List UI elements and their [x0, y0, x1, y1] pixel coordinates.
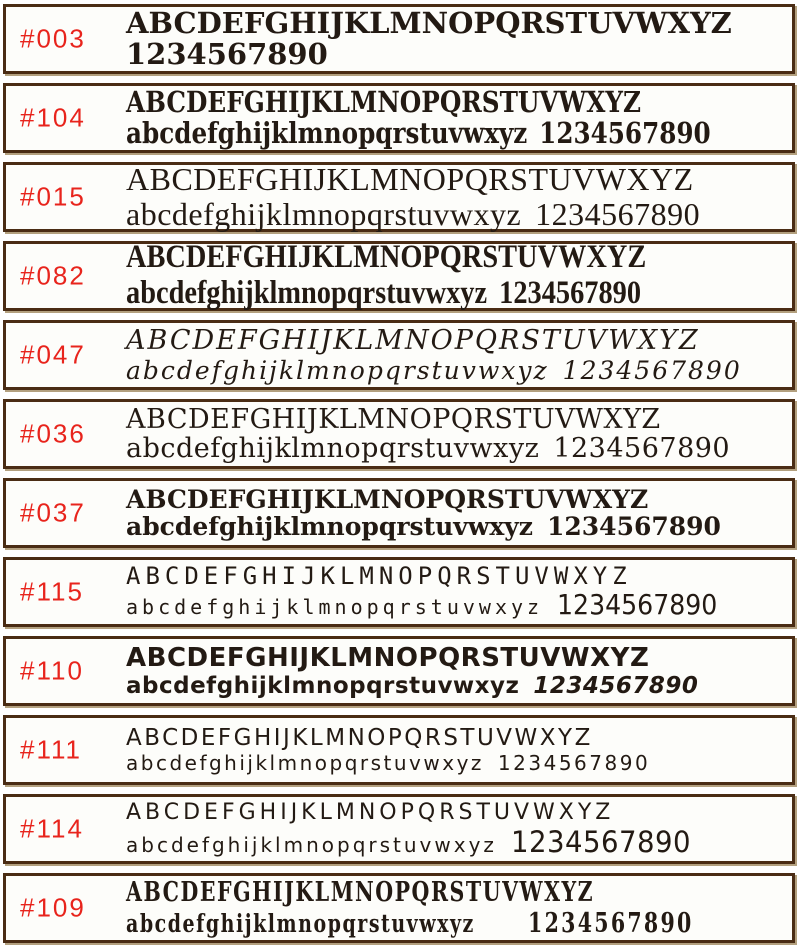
font-specimen: ABCDEFGHIJKLMNOPQRSTUVWXYZ abcdefghijklm…: [126, 725, 650, 775]
font-number-label: #115: [20, 576, 84, 607]
font-number-label: #047: [20, 339, 86, 370]
lowercase-numbers-line: 1234567890: [126, 37, 732, 71]
lowercase-letters: abcdefghijklmnopqrstuvwxyz: [126, 275, 488, 311]
lowercase-numbers-line: abcdefghijklmnopqrstuvwxyz 1234567890: [126, 197, 700, 232]
numerals: 1234567890: [126, 37, 328, 71]
numerals: 1234567890: [553, 433, 731, 464]
lowercase-letters: abcdefghijklmnopqrstuvwxyz: [126, 433, 540, 464]
lowercase-numbers-line: abcdefghijklmnopqrstuvwxyz 1234567890: [126, 908, 694, 939]
numerals: 1234567890: [535, 196, 701, 232]
font-number-label: #110: [20, 655, 84, 686]
numerals: 1234567890: [533, 673, 699, 699]
font-row-003: #003 ABCDEFGHIJKLMNOPQRSTUVWXYZ 12345678…: [3, 4, 795, 74]
uppercase-line: ABCDEFGHIJKLMNOPQRSTUVWXYZ: [126, 325, 700, 356]
font-row-037: #037 ABCDEFGHIJKLMNOPQRSTUVWXYZ abcdefgh…: [3, 478, 795, 548]
font-row-047: #047 ABCDEFGHIJKLMNOPQRSTUVWXYZ abcdefgh…: [3, 320, 795, 390]
numerals: 1234567890: [528, 908, 694, 939]
font-row-114: #114 ABCDEFGHIJKLMNOPQRSTUVWXYZ abcdefgh…: [3, 794, 795, 864]
lowercase-numbers-line: abcdefghijklmnopqrstuvwxyz 1234567890: [126, 825, 700, 859]
numerals: 1234567890: [510, 824, 691, 859]
numerals: 1234567890: [539, 116, 711, 150]
numerals: 1234567890: [499, 275, 642, 311]
font-row-036: #036 ABCDEFGHIJKLMNOPQRSTUVWXYZ abcdefgh…: [3, 399, 795, 469]
uppercase-line: ABCDEFGHIJKLMNOPQRSTUVWXYZ: [126, 485, 649, 514]
uppercase-line: ABCDEFGHIJKLMNOPQRSTUVWXYZ: [126, 5, 732, 40]
uppercase-line: ABCDEFGHIJKLMNOPQRSTUVWXYZ: [126, 84, 641, 119]
uppercase-line: ABCDEFGHIJKLMNOPQRSTUVWXYZ: [126, 643, 650, 673]
uppercase-line: ABCDEFGHIJKLMNOPQRSTUVWXYZ: [126, 239, 647, 276]
lowercase-numbers-line: abcdefghijklmnopqrstuvwxyz 1234567890: [126, 275, 646, 312]
font-row-104: #104 ABCDEFGHIJKLMNOPQRSTUVWXYZ abcdefgh…: [3, 83, 795, 153]
font-specimen: ABCDEFGHIJKLMNOPQRSTUVWXYZ abcdefghijklm…: [126, 84, 711, 150]
font-specimen: ABCDEFGHIJKLMNOPQRSTUVWXYZ 1234567890: [126, 5, 732, 71]
lowercase-numbers-line: abcdefghijklmnopqrstuvwxyz 1234567890: [126, 751, 650, 775]
lowercase-letters: abcdefghijklmnopqrstuvwxyz: [126, 909, 475, 938]
lowercase-numbers-line: abcdefghijklmnopqrstuvwxyz 1234567890: [126, 513, 721, 540]
font-specimen: ABCDEFGHIJKLMNOPQRSTUVWXYZ abcdefghijklm…: [126, 561, 735, 621]
uppercase-line: ABCDEFGHIJKLMNOPQRSTUVWXYZ: [126, 561, 632, 590]
font-number-label: #111: [20, 734, 82, 765]
uppercase-line: ABCDEFGHIJKLMNOPQRSTUVWXYZ: [126, 403, 661, 435]
numerals: 1234567890: [562, 356, 742, 385]
font-specimen: ABCDEFGHIJKLMNOPQRSTUVWXYZ abcdefghijklm…: [126, 405, 730, 463]
font-row-115: #115 ABCDEFGHIJKLMNOPQRSTUVWXYZ abcdefgh…: [3, 557, 795, 627]
lowercase-numbers-line: abcdefghijklmnopqrstuvwxyz 1234567890: [126, 116, 711, 150]
font-number-label: #003: [20, 23, 86, 54]
uppercase-line: ABCDEFGHIJKLMNOPQRSTUVWXYZ: [126, 161, 694, 198]
font-row-082: #082 ABCDEFGHIJKLMNOPQRSTUVWXYZ abcdefgh…: [3, 240, 795, 311]
lowercase-numbers-line: abcdefghijklmnopqrstuvwxyz 1234567890: [126, 587, 735, 621]
font-specimen: ABCDEFGHIJKLMNOPQRSTUVWXYZ abcdefghijklm…: [126, 325, 742, 385]
font-number-label: #082: [20, 260, 86, 291]
font-row-111: #111 ABCDEFGHIJKLMNOPQRSTUVWXYZ abcdefgh…: [3, 715, 795, 785]
font-number-label: #037: [20, 497, 86, 528]
numerals: 1234567890: [546, 512, 721, 541]
lowercase-letters: abcdefghijklmnopqrstuvwxyz: [126, 832, 497, 857]
uppercase-line: ABCDEFGHIJKLMNOPQRSTUVWXYZ: [126, 799, 615, 825]
lowercase-letters: abcdefghijklmnopqrstuvwxyz: [126, 594, 544, 619]
lowercase-letters: abcdefghijklmnopqrstuvwxyz: [126, 751, 484, 775]
lowercase-numbers-line: abcdefghijklmnopqrstuvwxyz 1234567890: [126, 673, 698, 699]
lowercase-letters: abcdefghijklmnopqrstuvwxyz: [126, 673, 520, 699]
numerals: 1234567890: [557, 587, 718, 621]
font-number-label: #104: [20, 102, 86, 133]
font-number-label: #114: [20, 813, 84, 844]
font-row-110: #110 ABCDEFGHIJKLMNOPQRSTUVWXYZ abcdefgh…: [3, 636, 795, 706]
font-specimen: ABCDEFGHIJKLMNOPQRSTUVWXYZ abcdefghijklm…: [126, 486, 721, 540]
font-specimen: ABCDEFGHIJKLMNOPQRSTUVWXYZ abcdefghijklm…: [126, 162, 700, 231]
uppercase-line: ABCDEFGHIJKLMNOPQRSTUVWXYZ: [126, 725, 593, 751]
uppercase-line: ABCDEFGHIJKLMNOPQRSTUVWXYZ: [126, 877, 595, 908]
font-number-label: #109: [20, 892, 86, 923]
font-number-label: #036: [20, 418, 86, 449]
lowercase-numbers-line: abcdefghijklmnopqrstuvwxyz 1234567890: [126, 356, 742, 385]
lowercase-letters: abcdefghijklmnopqrstuvwxyz: [126, 356, 549, 385]
font-specimen: ABCDEFGHIJKLMNOPQRSTUVWXYZ abcdefghijklm…: [126, 643, 698, 699]
font-specimen: ABCDEFGHIJKLMNOPQRSTUVWXYZ abcdefghijklm…: [126, 240, 646, 311]
lowercase-numbers-line: abcdefghijklmnopqrstuvwxyz 1234567890: [126, 434, 730, 463]
lowercase-letters: abcdefghijklmnopqrstuvwxyz: [126, 196, 522, 232]
font-row-109: #109 ABCDEFGHIJKLMNOPQRSTUVWXYZ abcdefgh…: [3, 873, 795, 943]
lowercase-letters: abcdefghijklmnopqrstuvwxyz: [126, 512, 533, 541]
font-row-015: #015 ABCDEFGHIJKLMNOPQRSTUVWXYZ abcdefgh…: [3, 162, 795, 232]
numerals: 1234567890: [497, 751, 651, 775]
font-specimen: ABCDEFGHIJKLMNOPQRSTUVWXYZ abcdefghijklm…: [126, 800, 700, 859]
lowercase-letters: abcdefghijklmnopqrstuvwxyz: [126, 116, 528, 150]
font-specimen: ABCDEFGHIJKLMNOPQRSTUVWXYZ abcdefghijklm…: [126, 877, 694, 939]
font-number-label: #015: [20, 181, 86, 212]
